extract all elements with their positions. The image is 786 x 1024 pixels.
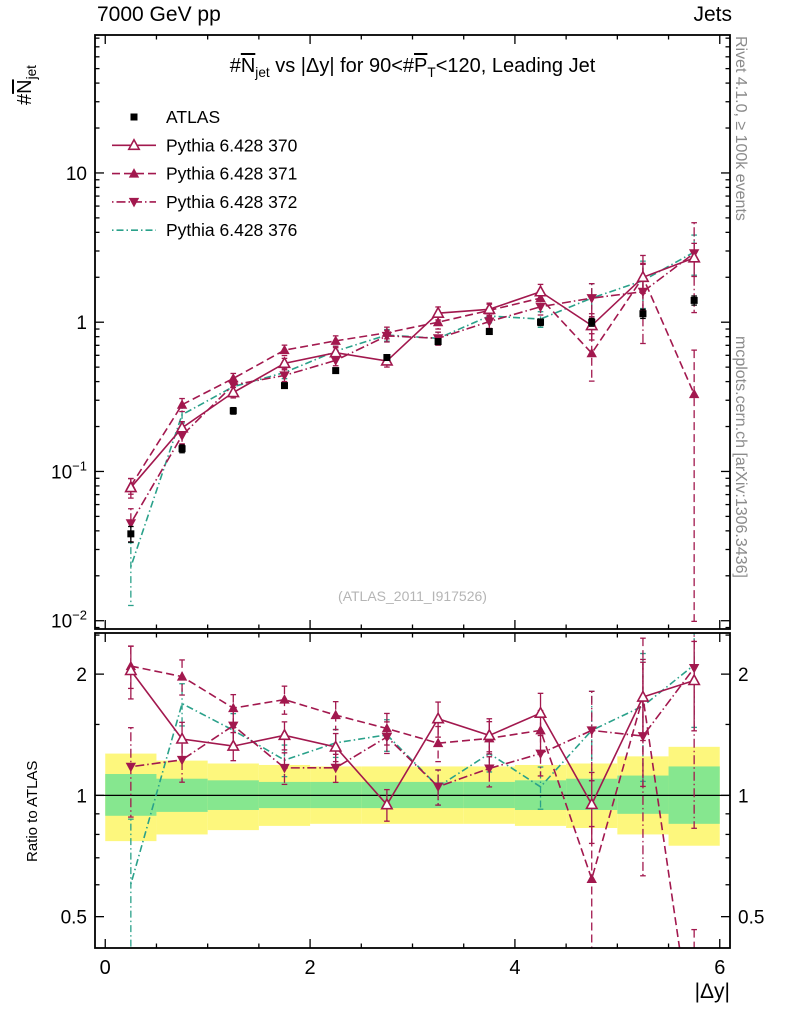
title-njet: N <box>240 55 256 77</box>
ratio-panel <box>95 633 730 948</box>
ratio-tick-label-right: 0.5 <box>738 908 764 929</box>
ratio-tick-label: 2 <box>76 665 87 686</box>
analysis-id-watermark: (ATLAS_2011_I917526) <box>338 588 487 604</box>
y-tick-label: 10−1 <box>51 458 87 483</box>
x-tick-label: 2 <box>305 957 316 979</box>
ratio-tick-label: 1 <box>76 786 87 807</box>
series-Pythia-6.428-371 <box>125 254 700 623</box>
title-mid: vs |Δy| for 90<# <box>269 55 415 77</box>
title-end: <120, Leading Jet <box>435 55 596 77</box>
series-Pythia-6.428-372 <box>125 222 700 543</box>
series-Pythia-6.428-370 <box>124 242 701 499</box>
ratio-axis-label: Ratio to ATLAS <box>24 760 41 862</box>
legend-label: Pythia 6.428 370 <box>166 135 298 155</box>
ratio-series-Pythia-6.428-371 <box>125 637 697 948</box>
mcplots-reference-label: mcplots.cern.ch [arXiv:1306.3436] <box>732 336 749 578</box>
ratio-tick-label-right: 1 <box>738 786 749 807</box>
ratio-tick-label-right: 2 <box>738 665 749 686</box>
legend-label: ATLAS <box>166 107 220 127</box>
legend-label: Pythia 6.428 372 <box>166 192 297 212</box>
title-pt-sub: T <box>427 65 436 80</box>
x-tick-label: 4 <box>509 957 520 979</box>
series-Pythia-6.428-376 <box>128 234 697 607</box>
title-pt: P <box>414 55 428 77</box>
y-axis-label: #Njet <box>14 65 39 105</box>
beam-energy-label: 7000 GeV pp <box>97 3 221 26</box>
legend: ATLAS Pythia 6.428 370 Pythia 6.428 371 Pyt… <box>112 107 298 240</box>
title-hash: # <box>229 55 241 77</box>
process-label: Jets <box>693 3 732 26</box>
title-njet-sub: jet <box>255 65 270 80</box>
y-tick-label: 10 <box>66 164 87 185</box>
ratio-series-Pythia-6.428-370 <box>124 640 701 845</box>
series-ATLAS <box>127 295 698 543</box>
plot-title: #Njet vs |Δy| for 90<#PT<120, Leading Je… <box>95 55 730 80</box>
x-tick-label: 6 <box>714 957 725 979</box>
y-tick-label: 10−2 <box>51 608 87 633</box>
legend-label: Pythia 6.428 371 <box>166 164 297 184</box>
rivet-version-label: Rivet 4.1.0, ≥ 100k events <box>732 36 749 221</box>
x-tick-label: 0 <box>100 957 111 979</box>
ratio-tick-label: 0.5 <box>61 908 87 929</box>
x-axis-label: |Δy| <box>694 980 730 1003</box>
main-panel <box>124 222 701 623</box>
legend-label: Pythia 6.428 376 <box>166 220 297 240</box>
y-tick-label: 1 <box>76 313 87 334</box>
